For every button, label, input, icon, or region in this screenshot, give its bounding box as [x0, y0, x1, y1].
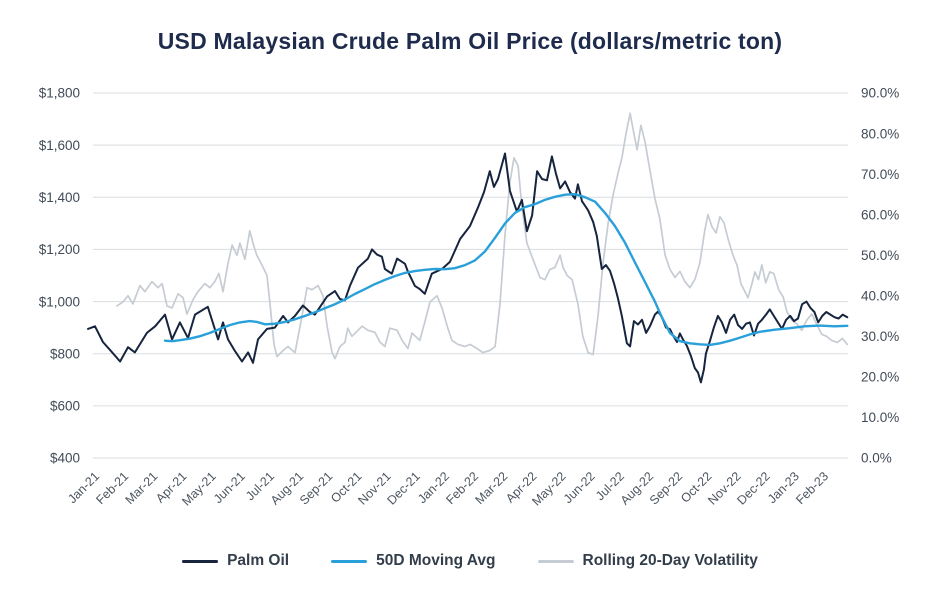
legend-item-volatility: Rolling 20-Day Volatility — [537, 552, 758, 570]
x-tick-label: Dec-22 — [734, 469, 772, 507]
y-right-tick-label: 70.0% — [861, 167, 899, 182]
moving-avg-line-swatch — [331, 559, 368, 563]
y-left-tick-label: $1,800 — [39, 86, 80, 101]
legend-label-volatility: Rolling 20-Day Volatility — [582, 552, 758, 569]
chart-title: USD Malaysian Crude Palm Oil Price (doll… — [157, 28, 783, 54]
legend-label-moving-avg: 50D Moving Avg — [376, 552, 496, 569]
palm-oil-chart: $1,800 $1,600 $1,400 $1,200 $1,000 $800 $600 $4… — [39, 86, 900, 509]
y-right-tick-label: 20.0% — [861, 370, 899, 385]
palm-oil-line-swatch — [182, 559, 219, 563]
x-tick-label: Sep-22 — [647, 469, 685, 507]
y-right-tick-label: 40.0% — [861, 289, 899, 304]
x-tick-label: Jun-21 — [211, 469, 248, 506]
y-right-tick-label: 50.0% — [861, 248, 899, 263]
y-right-tick-label: 0.0% — [861, 451, 892, 466]
x-tick-label: Dec-21 — [384, 469, 422, 507]
x-tick-label: Jun-22 — [561, 469, 598, 506]
y-left-tick-label: $1,600 — [39, 138, 80, 153]
y-right-tick-label: 90.0% — [861, 86, 899, 101]
x-tick-label: Feb-23 — [793, 469, 831, 507]
y-right-tick-label: 60.0% — [861, 207, 899, 222]
legend-item-palm-oil: Palm Oil — [182, 552, 289, 570]
y-right-tick-label: 10.0% — [861, 410, 899, 425]
y-left-tick-label: $1,200 — [39, 242, 80, 257]
y-left-tick-label: $1,000 — [39, 294, 80, 309]
legend-label-palm-oil: Palm Oil — [227, 552, 290, 569]
x-tick-label: Mar-21 — [123, 469, 161, 507]
palm-oil-line — [87, 152, 849, 384]
legend-item-moving-avg: 50D Moving Avg — [331, 552, 496, 570]
volatility-line-swatch — [537, 559, 574, 563]
x-tick-label: Mar-22 — [472, 469, 510, 507]
chart-legend: Palm Oil 50D Moving Avg Rolling 20-Day V… — [0, 552, 940, 570]
50d-moving-avg-line — [163, 192, 849, 347]
y-left-tick-label: $1,400 — [39, 190, 80, 205]
x-tick-label: Sep-21 — [297, 469, 335, 507]
y-left-tick-label: $800 — [50, 346, 80, 361]
rolling-20-day-volatility-line — [116, 112, 849, 360]
y-right-tick-label: 80.0% — [861, 126, 899, 141]
y-left-tick-label: $600 — [50, 399, 80, 414]
y-left-tick-label: $400 — [50, 451, 80, 466]
y-right-tick-label: 30.0% — [861, 329, 899, 344]
